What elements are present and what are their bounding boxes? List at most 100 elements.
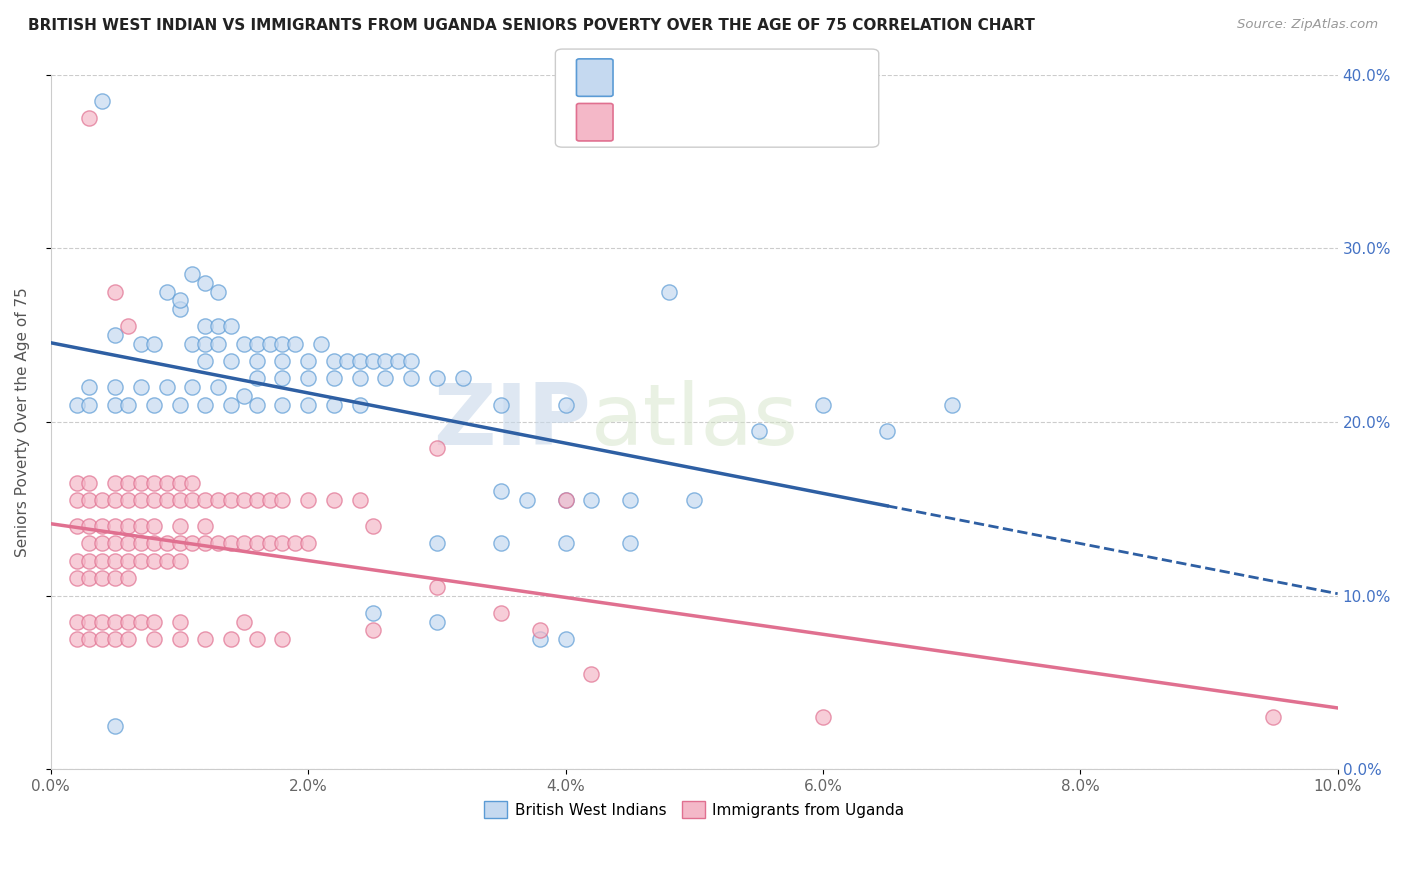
Point [309,336,332,351]
Point [181,475,204,490]
Point [194,354,217,368]
Point [271,536,294,550]
Point [104,328,127,343]
Point [91,615,114,629]
Point [374,371,396,385]
Text: Source: ZipAtlas.com: Source: ZipAtlas.com [1237,18,1378,31]
Point [117,493,139,508]
Point [232,389,254,403]
Point [91,493,114,508]
Point [104,632,127,646]
Text: N =: N = [714,111,747,125]
Point [117,536,139,550]
Point [323,398,346,412]
Point [79,493,101,508]
Point [91,571,114,585]
Point [117,519,139,533]
Point [489,606,512,620]
Point [207,336,229,351]
Point [246,398,269,412]
Point [117,615,139,629]
Point [79,554,101,568]
Point [79,615,101,629]
Point [194,398,217,412]
Point [142,632,165,646]
Point [194,276,217,290]
Point [246,354,269,368]
Point [104,536,127,550]
Point [79,632,101,646]
Point [169,615,191,629]
Point [65,632,87,646]
Point [169,554,191,568]
Point [117,398,139,412]
Point [169,632,191,646]
Point [104,719,127,733]
Point [104,615,127,629]
Point [811,710,834,724]
Point [271,398,294,412]
Point [941,398,963,412]
Point [323,371,346,385]
Point [142,336,165,351]
Point [65,475,87,490]
Point [156,536,179,550]
Point [581,666,603,681]
Point [554,493,576,508]
Point [129,493,152,508]
Point [349,493,371,508]
Point [426,371,449,385]
Point [142,475,165,490]
Point [156,475,179,490]
Point [232,493,254,508]
Point [79,475,101,490]
Point [426,615,449,629]
Point [194,632,217,646]
Point [156,493,179,508]
Point [104,554,127,568]
Point [259,493,281,508]
Point [194,493,217,508]
Text: atlas: atlas [592,380,799,464]
Point [104,571,127,585]
Point [219,536,242,550]
Point [207,319,229,334]
Point [232,536,254,550]
Point [169,398,191,412]
Point [156,380,179,394]
Point [387,354,409,368]
Point [65,519,87,533]
Point [297,354,319,368]
Point [349,354,371,368]
Point [129,475,152,490]
Text: -0.187: -0.187 [658,111,710,125]
Point [259,336,281,351]
Point [169,293,191,308]
Point [349,398,371,412]
Point [79,398,101,412]
Point [297,371,319,385]
Point [259,536,281,550]
Point [79,380,101,394]
Point [79,111,101,125]
Point [91,554,114,568]
Point [129,536,152,550]
Point [91,632,114,646]
Point [232,336,254,351]
Point [246,336,269,351]
Point [169,301,191,316]
Point [219,632,242,646]
Text: 43: 43 [745,111,765,125]
Point [117,554,139,568]
Point [129,519,152,533]
Point [104,380,127,394]
Text: R =: R = [627,66,658,80]
Point [297,536,319,550]
Point [65,493,87,508]
Point [361,519,384,533]
Point [426,441,449,455]
Point [811,398,834,412]
Point [169,519,191,533]
Point [246,493,269,508]
Point [181,493,204,508]
